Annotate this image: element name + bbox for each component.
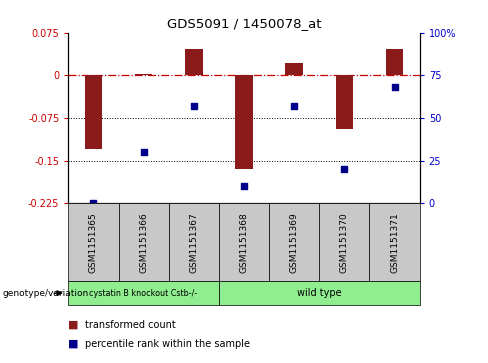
Point bbox=[140, 149, 147, 155]
Bar bbox=[235, 75, 253, 169]
Text: GSM1151367: GSM1151367 bbox=[189, 212, 198, 273]
Text: GSM1151369: GSM1151369 bbox=[290, 212, 299, 273]
Text: GSM1151371: GSM1151371 bbox=[390, 212, 399, 273]
Point bbox=[240, 183, 248, 189]
Text: ■: ■ bbox=[68, 320, 79, 330]
Text: genotype/variation: genotype/variation bbox=[2, 289, 89, 298]
Point bbox=[391, 84, 399, 90]
Text: GSM1151366: GSM1151366 bbox=[139, 212, 148, 273]
Text: percentile rank within the sample: percentile rank within the sample bbox=[85, 339, 250, 349]
Point bbox=[290, 103, 298, 109]
Bar bbox=[84, 75, 102, 149]
Text: GSM1151368: GSM1151368 bbox=[240, 212, 248, 273]
Text: transformed count: transformed count bbox=[85, 320, 176, 330]
Text: ■: ■ bbox=[68, 339, 79, 349]
Text: GSM1151370: GSM1151370 bbox=[340, 212, 349, 273]
Bar bbox=[386, 49, 404, 75]
Bar bbox=[185, 49, 203, 75]
Text: cystatin B knockout Cstb-/-: cystatin B knockout Cstb-/- bbox=[89, 289, 198, 298]
Bar bbox=[285, 63, 303, 75]
Bar bbox=[135, 74, 152, 75]
Point bbox=[89, 200, 97, 206]
Text: wild type: wild type bbox=[297, 288, 342, 298]
Bar bbox=[336, 75, 353, 129]
Point bbox=[341, 166, 348, 172]
Title: GDS5091 / 1450078_at: GDS5091 / 1450078_at bbox=[167, 17, 321, 30]
Text: GSM1151365: GSM1151365 bbox=[89, 212, 98, 273]
Point bbox=[190, 103, 198, 109]
